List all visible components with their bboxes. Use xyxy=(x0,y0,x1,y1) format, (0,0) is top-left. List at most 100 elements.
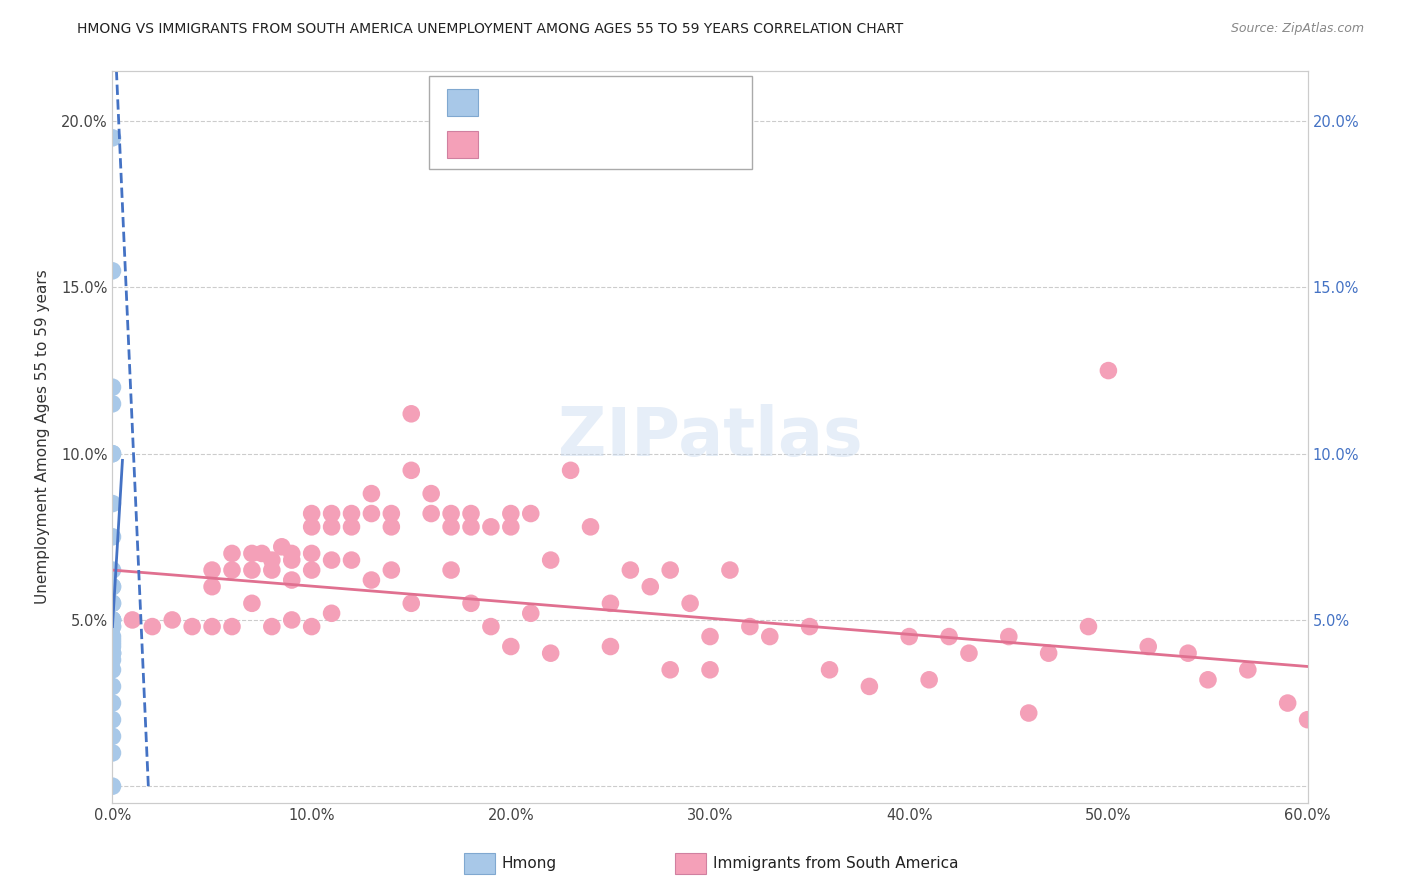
Point xyxy=(360,486,382,500)
Point xyxy=(101,640,124,654)
Point xyxy=(640,580,662,594)
Point xyxy=(101,580,124,594)
Point xyxy=(1077,619,1099,633)
Point xyxy=(918,673,941,687)
Point xyxy=(240,563,263,577)
Point xyxy=(420,486,443,500)
Point xyxy=(301,520,323,534)
Point xyxy=(818,663,841,677)
Point xyxy=(579,520,602,534)
Point xyxy=(360,507,382,521)
Point xyxy=(440,507,463,521)
Point xyxy=(1197,673,1219,687)
Point xyxy=(101,646,124,660)
Point xyxy=(101,580,124,594)
Point xyxy=(540,553,562,567)
Point xyxy=(460,507,482,521)
Point xyxy=(520,607,543,621)
Point xyxy=(101,613,124,627)
Point xyxy=(101,596,124,610)
Point xyxy=(998,630,1021,644)
Point xyxy=(201,619,224,633)
Text: Source: ZipAtlas.com: Source: ZipAtlas.com xyxy=(1230,22,1364,36)
Point xyxy=(1177,646,1199,660)
Point xyxy=(659,563,682,577)
Point xyxy=(101,696,124,710)
Point xyxy=(101,636,124,650)
Text: 34: 34 xyxy=(616,96,636,112)
Point xyxy=(101,663,124,677)
Point xyxy=(281,573,304,587)
Point xyxy=(380,507,402,521)
Text: -0.192: -0.192 xyxy=(522,139,571,154)
Point xyxy=(281,546,304,560)
Point xyxy=(101,729,124,743)
Point xyxy=(380,520,402,534)
Point xyxy=(1277,696,1299,710)
Point xyxy=(599,596,621,610)
Point xyxy=(260,553,283,567)
Point xyxy=(858,680,880,694)
Point xyxy=(659,663,682,677)
Point xyxy=(281,613,304,627)
Point xyxy=(560,463,582,477)
Point xyxy=(181,619,204,633)
Text: ZIPatlas: ZIPatlas xyxy=(558,404,862,470)
Point xyxy=(479,520,502,534)
Point xyxy=(679,596,702,610)
Point xyxy=(101,632,124,647)
Text: HMONG VS IMMIGRANTS FROM SOUTH AMERICA UNEMPLOYMENT AMONG AGES 55 TO 59 YEARS CO: HMONG VS IMMIGRANTS FROM SOUTH AMERICA U… xyxy=(77,22,904,37)
Point xyxy=(738,619,761,633)
Text: 94: 94 xyxy=(621,139,641,154)
Point xyxy=(281,553,304,567)
Point xyxy=(101,619,124,633)
Point xyxy=(599,640,621,654)
Point xyxy=(141,619,163,633)
Point xyxy=(101,646,124,660)
Point xyxy=(301,546,323,560)
Point xyxy=(440,563,463,577)
Point xyxy=(440,520,463,534)
Point xyxy=(380,563,402,577)
Point xyxy=(240,596,263,610)
Point xyxy=(340,507,363,521)
Point xyxy=(321,607,343,621)
Point xyxy=(101,447,124,461)
Point xyxy=(101,680,124,694)
Point xyxy=(240,546,263,560)
Text: 0.293: 0.293 xyxy=(522,96,565,112)
Point xyxy=(270,540,292,554)
Point xyxy=(301,563,323,577)
Point xyxy=(101,447,124,461)
Point xyxy=(101,613,124,627)
Point xyxy=(301,507,323,521)
Point xyxy=(250,546,273,560)
Point xyxy=(1296,713,1319,727)
Point xyxy=(101,264,124,278)
Point xyxy=(1038,646,1060,660)
Point xyxy=(101,613,124,627)
Point xyxy=(101,613,124,627)
Point xyxy=(957,646,980,660)
Text: Immigrants from South America: Immigrants from South America xyxy=(713,856,959,871)
Point xyxy=(1237,663,1260,677)
Point xyxy=(401,596,423,610)
Point xyxy=(759,630,782,644)
Point xyxy=(499,640,522,654)
Text: N =: N = xyxy=(574,139,617,154)
Text: Hmong: Hmong xyxy=(502,856,557,871)
Point xyxy=(321,507,343,521)
Point xyxy=(340,520,363,534)
Point xyxy=(499,520,522,534)
Point xyxy=(321,553,343,567)
Point xyxy=(101,619,124,633)
Point xyxy=(260,619,283,633)
Point xyxy=(360,573,382,587)
Point xyxy=(460,596,482,610)
Point xyxy=(101,596,124,610)
Point xyxy=(699,663,721,677)
Point xyxy=(101,779,124,793)
Point xyxy=(221,563,243,577)
Point xyxy=(799,619,821,633)
Text: N =: N = xyxy=(568,96,612,112)
